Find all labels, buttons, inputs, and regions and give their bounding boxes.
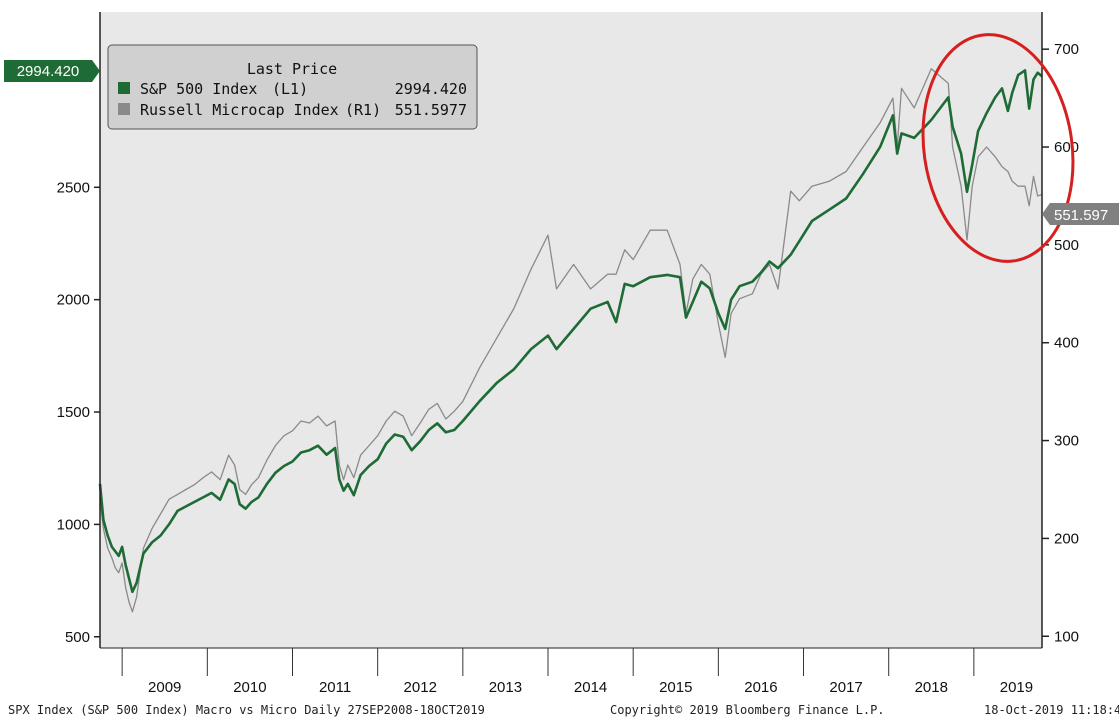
left-tick-label: 2500 [57,179,90,196]
legend-title: Last Price [247,60,337,78]
left-last-price-badge: 2994.420 [4,60,100,82]
left-tick-label: 2000 [57,292,90,309]
right-axis-ticks: 100 200 300 400 500 600 700 [1042,41,1079,645]
series-russell-microcap-line [99,68,1043,613]
right-last-price-badge: 551.597 [1042,203,1119,225]
legend-axis-rusmicro: (R1) [345,101,381,119]
x-tick-label: 2015 [659,679,692,696]
x-tick-label: 2018 [915,679,948,696]
left-tick-label: 500 [65,629,90,646]
x-tick-label: 2019 [1000,679,1033,696]
legend-name-rusmicro: Russell Microcap Index [140,101,339,119]
legend-swatch-spx [118,82,130,94]
left-badge-text: 2994.420 [17,63,80,80]
legend-value-spx: 2994.420 [395,80,467,98]
series-sp500-line [98,69,1043,594]
x-axis-ticks: 2009 2010 2011 2012 2013 2014 2015 2016 2017 2018… [121,648,1033,696]
left-badge-shape [4,60,100,82]
right-tick-label: 500 [1054,237,1079,254]
x-tick-label: 2009 [148,679,181,696]
x-tick-label: 2010 [233,679,266,696]
footer-right: 18-Oct-2019 11:18:4 [984,703,1119,717]
legend-name-spx: S&P 500 Index [140,80,257,98]
x-tick-label: 2016 [744,679,777,696]
x-tick-label: 2012 [404,679,437,696]
left-axis-ticks: 500 1000 1500 2000 2500 [57,179,100,646]
series-layer [98,68,1043,613]
right-badge-text: 551.597 [1054,207,1108,224]
right-tick-label: 600 [1054,139,1079,156]
legend: Last Price S&P 500 Index (L1) 2994.420 R… [107,44,478,130]
footer-left: SPX Index (S&P 500 Index) Macro vs Micro… [8,703,485,717]
right-tick-label: 400 [1054,335,1079,352]
left-tick-label: 1500 [57,404,90,421]
x-tick-label: 2013 [489,679,522,696]
legend-value-rusmicro: 551.5977 [395,101,467,119]
right-tick-label: 300 [1054,433,1079,450]
legend-axis-spx: (L1) [272,80,308,98]
highlight-ellipse [921,33,1075,263]
right-tick-label: 200 [1054,530,1079,547]
footer-center: Copyright© 2019 Bloomberg Finance L.P. [610,703,885,717]
x-tick-label: 2014 [574,679,607,696]
x-tick-label: 2011 [319,679,351,696]
right-badge-shape [1042,203,1119,225]
legend-swatch-rusmicro [118,103,130,115]
left-tick-label: 1000 [57,516,90,533]
right-tick-label: 700 [1054,41,1079,58]
right-tick-label: 100 [1054,628,1079,645]
x-tick-label: 2017 [829,679,862,696]
legend-box [107,44,478,130]
